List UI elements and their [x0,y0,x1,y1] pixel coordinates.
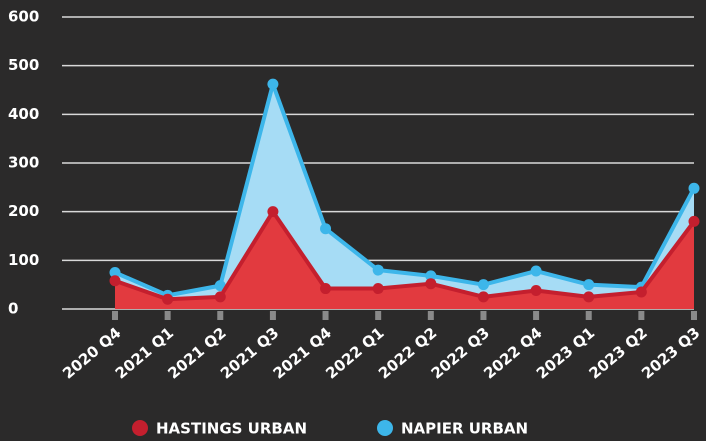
x-tick [164,311,171,320]
y-tick-label: 600 [8,8,39,26]
marker [372,264,384,276]
marker [425,278,437,290]
marker [530,265,542,277]
x-tick [585,311,592,320]
legend-label: HASTINGS URBAN [156,420,307,438]
x-tick [269,311,276,320]
y-tick-label: 500 [8,56,39,74]
x-tick [112,311,118,320]
marker [267,78,279,90]
marker [214,291,226,303]
x-tick [480,311,487,320]
line [114,82,696,298]
x-tick [322,311,329,320]
legend-swatch [132,420,148,436]
x-tick [638,311,645,320]
marker [320,223,332,235]
marker [477,279,489,291]
legend-label: NAPIER URBAN [401,420,528,438]
marker [583,291,595,303]
x-tick [217,311,224,320]
y-tick-label: 300 [8,154,39,172]
legend-swatch [377,420,393,436]
marker [267,206,279,218]
marker [477,291,489,303]
x-tick [427,311,434,320]
marker [583,279,595,291]
marker [688,215,700,227]
line [114,209,696,302]
y-tick-label: 400 [8,105,39,123]
marker [214,280,226,292]
x-tick [375,311,382,320]
marker [109,275,121,287]
y-tick-label: 100 [8,251,39,269]
marker [635,286,647,298]
marker [109,267,121,278]
marker [688,182,700,194]
y-tick-label: 0 [8,300,18,318]
y-tick-label: 200 [8,202,39,220]
marker [320,283,332,295]
x-tick [533,311,540,320]
marker [372,283,384,295]
x-tick [691,311,697,320]
marker [530,285,542,297]
marker [425,270,437,282]
marker [162,293,174,305]
